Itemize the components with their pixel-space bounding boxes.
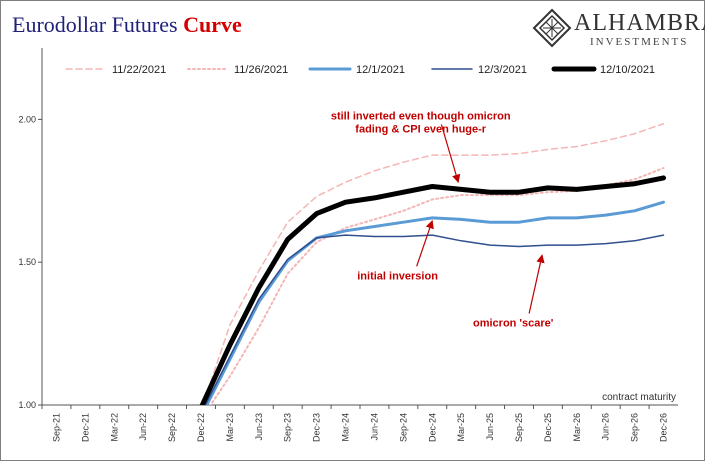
x-tick-label: Dec-21 [80, 413, 90, 442]
x-tick-label: Mar-26 [572, 413, 582, 442]
legend-label: 11/26/2021 [234, 64, 288, 76]
legend-label: 11/22/2021 [112, 64, 166, 76]
annotation-text: still inverted even though omicron [331, 110, 511, 122]
annotation-text: omicron 'scare' [473, 317, 554, 329]
company-logo: ALHAMBRA INVESTMENTS [530, 6, 705, 52]
x-tick-label: Jun-26 [601, 413, 611, 441]
legend-label: 12/10/2021 [600, 64, 655, 76]
x-tick-label: Sep-26 [630, 413, 640, 442]
annotation-arrow [416, 219, 434, 267]
title-accent: Curve [183, 12, 242, 37]
x-tick-label: Dec-26 [659, 413, 669, 442]
x-tick-label: Dec-23 [312, 413, 322, 442]
logo-name: ALHAMBRA [574, 10, 705, 36]
series-line-4 [199, 175, 666, 405]
legend-label: 12/3/2021 [478, 64, 527, 76]
series-line-2 [205, 200, 665, 405]
x-tick-label: Mar-22 [109, 413, 119, 442]
legend-label: 12/1/2021 [356, 64, 405, 76]
annotation-text: initial inversion [357, 270, 438, 282]
x-tick-label: Sep-22 [167, 413, 177, 442]
x-tick-label: Jun-24 [369, 413, 379, 441]
x-tick-label: Mar-24 [341, 413, 351, 442]
y-tick-label: 1.00 [18, 400, 36, 410]
series-lines [199, 122, 666, 405]
x-tick-label: Sep-24 [398, 413, 408, 442]
title-main: Eurodollar Futures [12, 12, 178, 37]
x-tick-label: Dec-25 [543, 413, 553, 442]
chart-title: Eurodollar Futures Curve [12, 12, 242, 38]
series-line-0 [202, 122, 665, 405]
x-tick-label: Mar-23 [225, 413, 235, 442]
diamond-logo-icon [532, 8, 572, 48]
x-tick-label: Sep-25 [514, 413, 524, 442]
x-tick-label: Sep-23 [283, 413, 293, 442]
x-tick-label: Dec-24 [427, 413, 437, 442]
x-tick-label: Dec-22 [196, 413, 206, 442]
x-tick-label: Mar-25 [456, 413, 466, 442]
annotation-arrow [440, 124, 461, 184]
axes: 1.00 1.50 2.00 Sep-21 Dec-21 Mar-22 Jun-22 Sep-… [18, 48, 678, 442]
annotation-arrow [528, 254, 545, 314]
series-line-3 [204, 234, 665, 405]
legend: 11/22/2021 11/26/2021 12/1/2021 12/3/2021 12… [65, 64, 655, 76]
x-tick-label: Jun-25 [485, 413, 495, 441]
annotation-text: fading & CPI even huge-r [355, 123, 487, 135]
x-tick-label: Jun-22 [138, 413, 148, 441]
x-tick-label: Sep-21 [51, 413, 61, 442]
x-tick-label: Jun-23 [254, 413, 264, 441]
x-axis-label: contract maturity [602, 392, 676, 403]
y-tick-label: 1.50 [18, 257, 36, 267]
series-line-1 [209, 167, 665, 405]
logo-subtitle: INVESTMENTS [590, 36, 689, 48]
y-tick-label: 2.00 [18, 114, 36, 124]
annotations: still inverted even though omicronfading… [331, 110, 554, 329]
